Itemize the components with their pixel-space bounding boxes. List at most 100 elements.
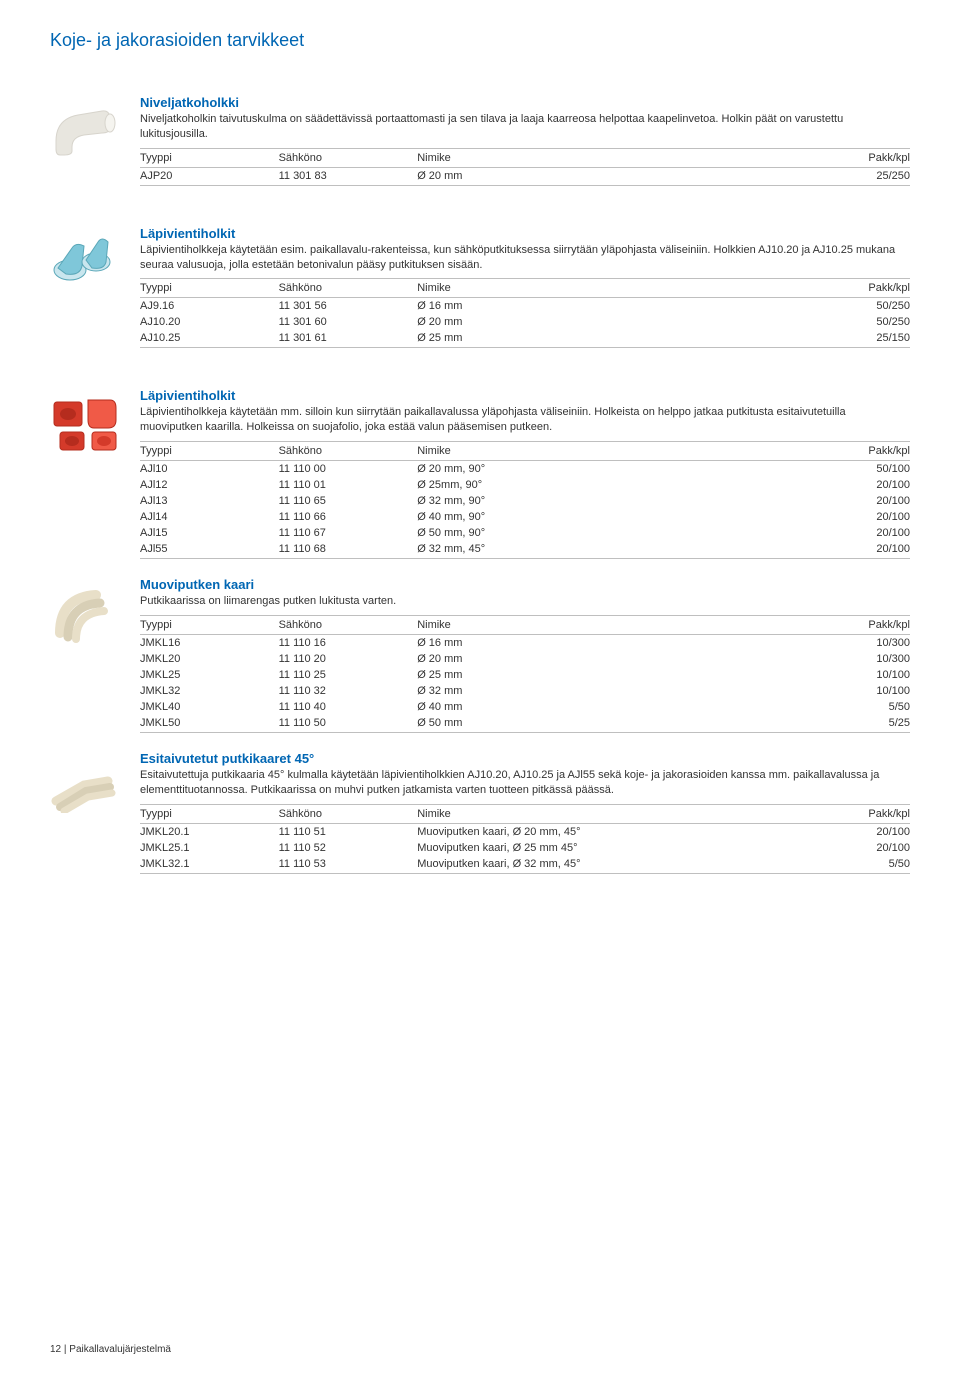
- section-description: Esitaivutettuja putkikaaria 45° kulmalla…: [140, 768, 910, 798]
- cell-type: JMKL20: [140, 651, 279, 667]
- cell-num: 11 110 00: [279, 461, 418, 478]
- product-section: NiveljatkoholkkiNiveljatkoholkin taivutu…: [50, 95, 910, 186]
- cell-name: Ø 40 mm: [417, 699, 787, 715]
- table-row: JMKL2511 110 25Ø 25 mm10/100: [140, 667, 910, 683]
- cell-num: 11 301 61: [279, 330, 418, 348]
- cell-pack: 20/100: [787, 541, 910, 559]
- cell-num: 11 110 25: [279, 667, 418, 683]
- cell-pack: 50/100: [787, 461, 910, 478]
- table-row: AJl1311 110 65Ø 32 mm, 90°20/100: [140, 493, 910, 509]
- table-row: JMKL32.111 110 53Muoviputken kaari, Ø 32…: [140, 856, 910, 874]
- cell-type: JMKL32: [140, 683, 279, 699]
- cell-type: JMKL50: [140, 715, 279, 733]
- product-table: TyyppiSähkönoNimikePakk/kplAJl1011 110 0…: [140, 441, 910, 559]
- cell-num: 11 110 20: [279, 651, 418, 667]
- cell-name: Ø 20 mm: [417, 314, 787, 330]
- table-header-type: Tyyppi: [140, 148, 279, 167]
- product-section: Läpivientiholkit Läpivientiholkkeja käyte…: [50, 388, 910, 559]
- cell-pack: 25/150: [787, 330, 910, 348]
- footer-text: 12 | Paikallavalujärjestelmä: [50, 1344, 171, 1355]
- section-content: NiveljatkoholkkiNiveljatkoholkin taivutu…: [130, 95, 910, 186]
- cell-type: AJl10: [140, 461, 279, 478]
- cell-num: 11 110 50: [279, 715, 418, 733]
- section-title: Läpivientiholkit: [140, 388, 910, 403]
- product-section: Esitaivutetut putkikaaret 45°Esitaivutet…: [50, 751, 910, 874]
- section-content: Muoviputken kaariPutkikaarissa on liimar…: [130, 577, 910, 733]
- cell-type: AJ10.25: [140, 330, 279, 348]
- cell-num: 11 110 01: [279, 477, 418, 493]
- cell-num: 11 110 16: [279, 634, 418, 651]
- section-description: Putkikaarissa on liimarengas putken luki…: [140, 594, 910, 609]
- table-header-num: Sähköno: [279, 615, 418, 634]
- table-header-type: Tyyppi: [140, 804, 279, 823]
- cell-type: JMKL25: [140, 667, 279, 683]
- cell-type: JMKL40: [140, 699, 279, 715]
- cell-pack: 20/100: [787, 823, 910, 840]
- section-description: Läpivientiholkkeja käytetään mm. silloin…: [140, 405, 910, 435]
- cell-pack: 10/100: [787, 667, 910, 683]
- cell-num: 11 110 68: [279, 541, 418, 559]
- table-header-num: Sähköno: [279, 804, 418, 823]
- table-header-pack: Pakk/kpl: [787, 615, 910, 634]
- cell-type: AJl55: [140, 541, 279, 559]
- cell-num: 11 110 52: [279, 840, 418, 856]
- cell-pack: 25/250: [787, 167, 910, 185]
- table-row: AJP2011 301 83Ø 20 mm25/250: [140, 167, 910, 185]
- table-row: JMKL20.111 110 51Muoviputken kaari, Ø 20…: [140, 823, 910, 840]
- cell-name: Ø 32 mm, 45°: [417, 541, 787, 559]
- table-header-num: Sähköno: [279, 279, 418, 298]
- cell-num: 11 301 83: [279, 167, 418, 185]
- table-header-pack: Pakk/kpl: [787, 442, 910, 461]
- table-header-name: Nimike: [417, 148, 787, 167]
- cell-name: Ø 20 mm, 90°: [417, 461, 787, 478]
- table-header-pack: Pakk/kpl: [787, 804, 910, 823]
- section-description: Läpivientiholkkeja käytetään esim. paika…: [140, 243, 910, 273]
- table-header-type: Tyyppi: [140, 442, 279, 461]
- cell-pack: 20/100: [787, 493, 910, 509]
- table-row: AJ10.2011 301 60Ø 20 mm50/250: [140, 314, 910, 330]
- cell-name: Ø 32 mm, 90°: [417, 493, 787, 509]
- table-row: AJ10.2511 301 61Ø 25 mm25/150: [140, 330, 910, 348]
- cell-name: Ø 40 mm, 90°: [417, 509, 787, 525]
- cell-pack: 20/100: [787, 525, 910, 541]
- cell-pack: 10/100: [787, 683, 910, 699]
- table-row: JMKL4011 110 40Ø 40 mm5/50: [140, 699, 910, 715]
- product-thumb: [50, 577, 130, 733]
- table-header-name: Nimike: [417, 615, 787, 634]
- cell-name: Ø 25mm, 90°: [417, 477, 787, 493]
- table-row: JMKL25.111 110 52Muoviputken kaari, Ø 25…: [140, 840, 910, 856]
- product-thumb: [50, 95, 130, 186]
- product-table: TyyppiSähkönoNimikePakk/kplJMKL1611 110 …: [140, 615, 910, 733]
- cell-type: AJ10.20: [140, 314, 279, 330]
- table-row: AJl1511 110 67Ø 50 mm, 90°20/100: [140, 525, 910, 541]
- product-table: TyyppiSähkönoNimikePakk/kplAJP2011 301 8…: [140, 148, 910, 186]
- cell-pack: 20/100: [787, 840, 910, 856]
- cell-pack: 50/250: [787, 298, 910, 315]
- table-header-name: Nimike: [417, 279, 787, 298]
- cell-type: JMKL20.1: [140, 823, 279, 840]
- product-table: TyyppiSähkönoNimikePakk/kplJMKL20.111 11…: [140, 804, 910, 874]
- product-thumb: [50, 388, 130, 559]
- table-header-pack: Pakk/kpl: [787, 148, 910, 167]
- product-section: Muoviputken kaariPutkikaarissa on liimar…: [50, 577, 910, 733]
- cell-type: AJl15: [140, 525, 279, 541]
- cell-name: Muoviputken kaari, Ø 20 mm, 45°: [417, 823, 787, 840]
- table-row: JMKL1611 110 16Ø 16 mm10/300: [140, 634, 910, 651]
- table-row: AJl5511 110 68Ø 32 mm, 45°20/100: [140, 541, 910, 559]
- cell-name: Ø 20 mm: [417, 167, 787, 185]
- cell-pack: 10/300: [787, 634, 910, 651]
- product-section: LäpivientiholkitLäpivientiholkkeja käyte…: [50, 226, 910, 349]
- table-header-name: Nimike: [417, 804, 787, 823]
- cell-type: AJP20: [140, 167, 279, 185]
- cell-type: JMKL32.1: [140, 856, 279, 874]
- table-header-type: Tyyppi: [140, 279, 279, 298]
- cell-name: Muoviputken kaari, Ø 25 mm 45°: [417, 840, 787, 856]
- section-content: LäpivientiholkitLäpivientiholkkeja käyte…: [130, 226, 910, 349]
- table-header-pack: Pakk/kpl: [787, 279, 910, 298]
- cell-pack: 20/100: [787, 477, 910, 493]
- table-row: AJl1411 110 66Ø 40 mm, 90°20/100: [140, 509, 910, 525]
- cell-type: AJ9.16: [140, 298, 279, 315]
- cell-num: 11 301 60: [279, 314, 418, 330]
- cell-name: Ø 32 mm: [417, 683, 787, 699]
- cell-name: Ø 16 mm: [417, 298, 787, 315]
